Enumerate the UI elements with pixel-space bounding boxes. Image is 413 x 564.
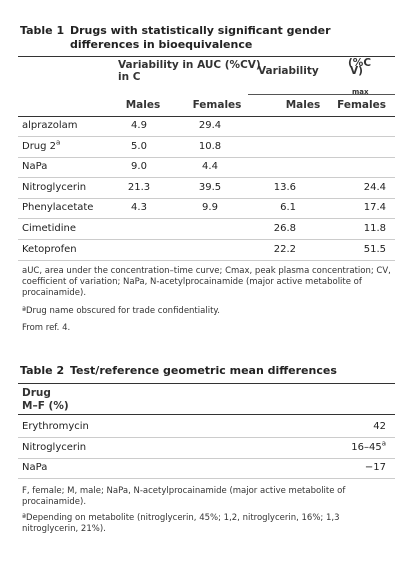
footnote: ªDrug name obscured for trade confidenti… (22, 306, 220, 316)
footnote: ªDepending on metabolite (nitroglycerin,… (22, 513, 340, 534)
table-title: Test/reference geometric mean difference… (70, 364, 337, 377)
cell: 6.1 (280, 202, 296, 214)
row-label: Phenylacetate (22, 202, 94, 214)
cell: 13.6 (273, 181, 296, 193)
cell: 17.4 (363, 202, 386, 214)
rule (18, 383, 395, 384)
cell: 22.2 (273, 243, 296, 255)
cell: 21.3 (127, 181, 151, 193)
row-label: Cimetidine (22, 223, 76, 234)
table-title: Drugs with statistically significant gen… (70, 24, 331, 51)
rule (18, 136, 395, 137)
group-header: V) (350, 65, 363, 77)
rule (18, 457, 395, 459)
rule (18, 437, 395, 438)
group-header: in C (118, 71, 141, 83)
cell: 51.5 (363, 243, 386, 255)
cell: 24.4 (363, 181, 386, 193)
column-header: Females (192, 99, 242, 111)
row-label: Ketoprofen (22, 243, 77, 255)
column-header: Males (125, 99, 161, 111)
group-header: (%C (348, 57, 372, 69)
row-label: NaPa (22, 462, 48, 473)
column-header: Drug (22, 387, 51, 399)
row-label: Nitroglycerin (22, 441, 87, 453)
cell: 9.9 (202, 202, 218, 214)
footnote: aUC, area under the concentration–time c… (22, 266, 391, 298)
row-label: Erythromycin (22, 421, 89, 432)
column-header: M–F (%) (22, 400, 69, 412)
cell: 9.0 (131, 161, 147, 173)
rule (18, 478, 395, 479)
rule (18, 259, 395, 261)
footnote: F, female; M, male; NaPa, N-acetylprocai… (22, 486, 346, 507)
cell: 11.8 (363, 223, 386, 234)
row-label: Nitroglycerin (22, 181, 87, 193)
rule (18, 197, 395, 199)
rule (18, 116, 395, 117)
rule (18, 414, 395, 415)
column-header: Males (285, 99, 321, 111)
rule (18, 56, 395, 57)
group-header: max (352, 88, 369, 96)
cell: 42 (373, 421, 386, 432)
table-label: Table 1 (20, 24, 65, 37)
superscript: a (56, 138, 61, 147)
cell: −17 (364, 462, 386, 473)
cell: 5.0 (131, 140, 147, 152)
cell: 4.4 (202, 161, 218, 173)
group-header: Variability in AUC (%CV) (118, 59, 261, 71)
row-label: alprazolam (22, 120, 78, 131)
cell: 39.5 (198, 181, 222, 193)
column-header: Females (337, 99, 386, 111)
rule (18, 177, 395, 179)
cell: 10.8 (198, 140, 222, 152)
cell: 26.8 (273, 223, 296, 234)
table-label: Table 2 (20, 364, 65, 377)
cell: 4.9 (131, 120, 147, 131)
cell: 29.4 (198, 120, 222, 131)
footnote: From ref. 4. (22, 323, 71, 333)
cell: 4.3 (131, 202, 147, 214)
row-label: Drug 2a (22, 138, 61, 152)
superscript: a (381, 439, 386, 448)
row-label: NaPa (22, 161, 48, 173)
rule (18, 218, 395, 220)
group-header: Variability (258, 65, 319, 77)
cell: 16–45a (351, 439, 386, 453)
rule (248, 94, 395, 95)
rule (18, 239, 395, 240)
rule (18, 156, 395, 158)
